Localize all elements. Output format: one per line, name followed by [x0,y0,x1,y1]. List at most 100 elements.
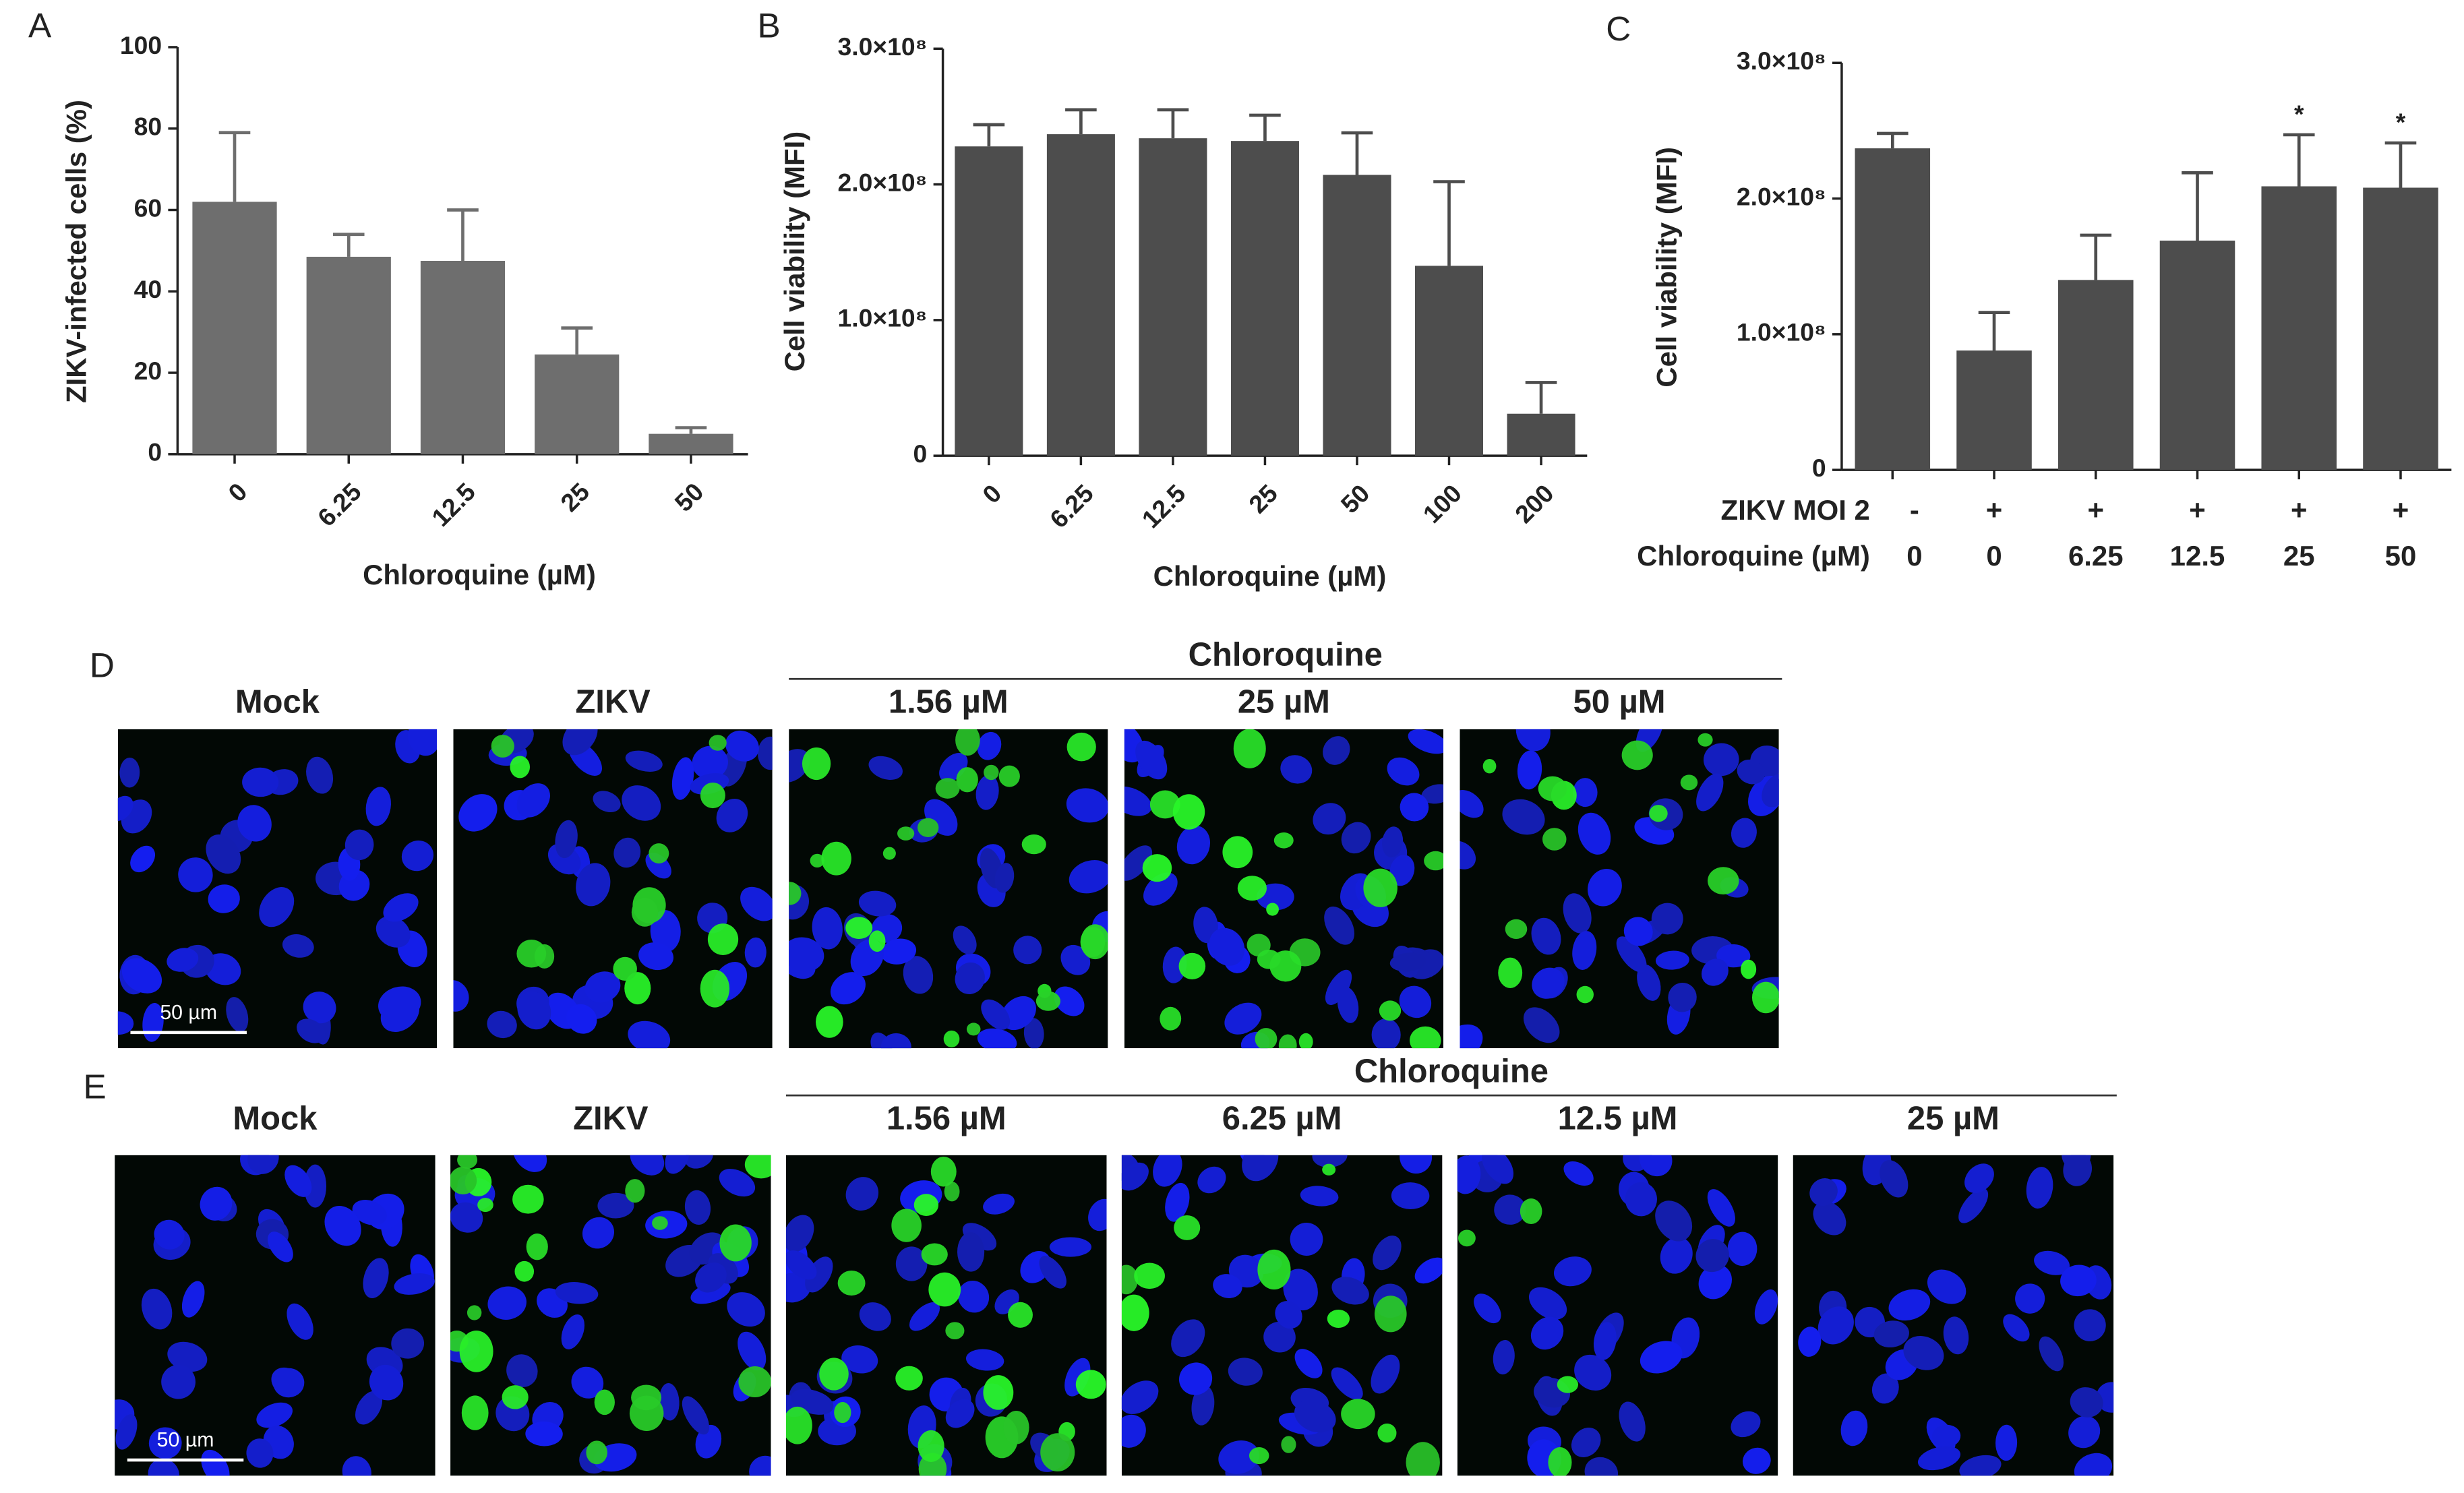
bar [1956,351,2032,470]
x-tick-label: 0 [222,477,252,507]
infected-cell [1379,1000,1402,1021]
nucleus [1283,1269,1318,1311]
nucleus [1731,818,1757,848]
nucleus [858,890,897,917]
nucleus [757,736,773,770]
row-value: + [2393,494,2409,526]
infected-cell [1121,1294,1149,1331]
nucleus [200,1186,233,1221]
nucleus [1917,1446,1961,1471]
nucleus [953,925,977,954]
nucleus [2074,1453,2113,1476]
nucleus [1242,1155,1279,1182]
nucleus [1069,860,1108,894]
y-tick-label: 1.0×10⁸ [1737,318,1826,346]
nucleus [1931,1424,1961,1448]
nucleus [365,787,391,826]
nucleus [1873,1320,1909,1348]
nucleus [719,1169,756,1197]
infected-cell [1160,1006,1182,1031]
nucleus [630,1155,665,1176]
infected-cell [1172,794,1205,830]
infected-cell [457,1155,478,1169]
nucleus [1460,789,1484,818]
nucleus [1460,841,1476,870]
nucleus [962,1223,997,1251]
nucleus [955,962,985,995]
row-value: 0 [1906,540,1922,572]
nucleus [1588,868,1622,907]
nucleus [977,1028,1017,1049]
bar [1507,413,1575,456]
infected-cell [1257,1249,1291,1290]
nucleus [1515,729,1551,752]
nucleus [2070,1387,2103,1418]
nucleus [789,937,824,972]
infected-cell [1458,1229,1476,1247]
micrograph [789,729,1108,1049]
nucleus [909,1302,940,1331]
infected-cell [816,1006,843,1038]
nucleus [1371,1354,1400,1394]
nucleus [576,863,611,907]
nucleus [582,1217,615,1249]
y-tick-label: 2.0×10⁸ [838,168,928,196]
infected-cell [1003,1411,1029,1444]
nucleus [1373,1236,1402,1271]
nucleus [2034,1250,2070,1275]
nucleus [785,1215,814,1252]
micrograph [1460,729,1779,1049]
infected-cell [1255,1028,1278,1049]
nucleus [383,893,419,922]
nucleus [1178,1362,1213,1395]
nucleus [2096,1382,2114,1413]
nucleus [1124,786,1152,816]
x-tick-label: 50 [1335,479,1375,518]
nucleus [868,756,903,781]
nucleus [593,791,621,813]
infected-cell [631,897,659,927]
nucleus [1531,917,1561,955]
infected-cell [1406,1442,1440,1476]
nucleus [571,1366,604,1399]
nucleus [1300,1186,1339,1207]
infected-cell [1149,790,1180,819]
nucleus [841,1345,878,1374]
infected-cell [998,765,1020,787]
x-tick-label: 100 [1417,479,1467,528]
nucleus [981,999,1011,1030]
nucleus [695,1262,727,1293]
nucleus [1280,755,1313,784]
infected-cell [930,1156,957,1187]
infected-cell [1680,774,1698,791]
nucleus [117,1011,134,1035]
image-label: ZIKV [575,683,651,720]
nucleus [994,863,1015,893]
nucleus [117,795,133,821]
nucleus [1619,1401,1646,1442]
bar [1139,138,1207,456]
nucleus [297,1018,326,1043]
infected-cell [819,1358,849,1391]
x-tick-label: 6.25 [1044,479,1099,533]
nucleus [1927,1269,1966,1304]
nucleus [369,1364,404,1401]
nucleus [2003,1314,2030,1342]
nucleus [566,1004,597,1034]
bar [955,146,1023,456]
x-tick-label: 200 [1509,479,1559,528]
infected-cell [1298,1033,1313,1049]
nucleus [1754,1289,1778,1324]
nucleus [394,1273,435,1295]
nucleus [1191,1385,1215,1426]
nucleus [181,1281,205,1318]
y-tick-label: 1.0×10⁸ [838,304,928,332]
infected-cell [1741,959,1757,979]
nucleus [789,749,810,783]
y-tick-label: 3.0×10⁸ [838,32,928,61]
nucleus [1382,826,1404,857]
nucleus [1577,812,1611,855]
scale-bar-label: 50 µm [160,1002,217,1024]
nucleus [1563,1161,1594,1186]
nucleus [1389,855,1415,886]
